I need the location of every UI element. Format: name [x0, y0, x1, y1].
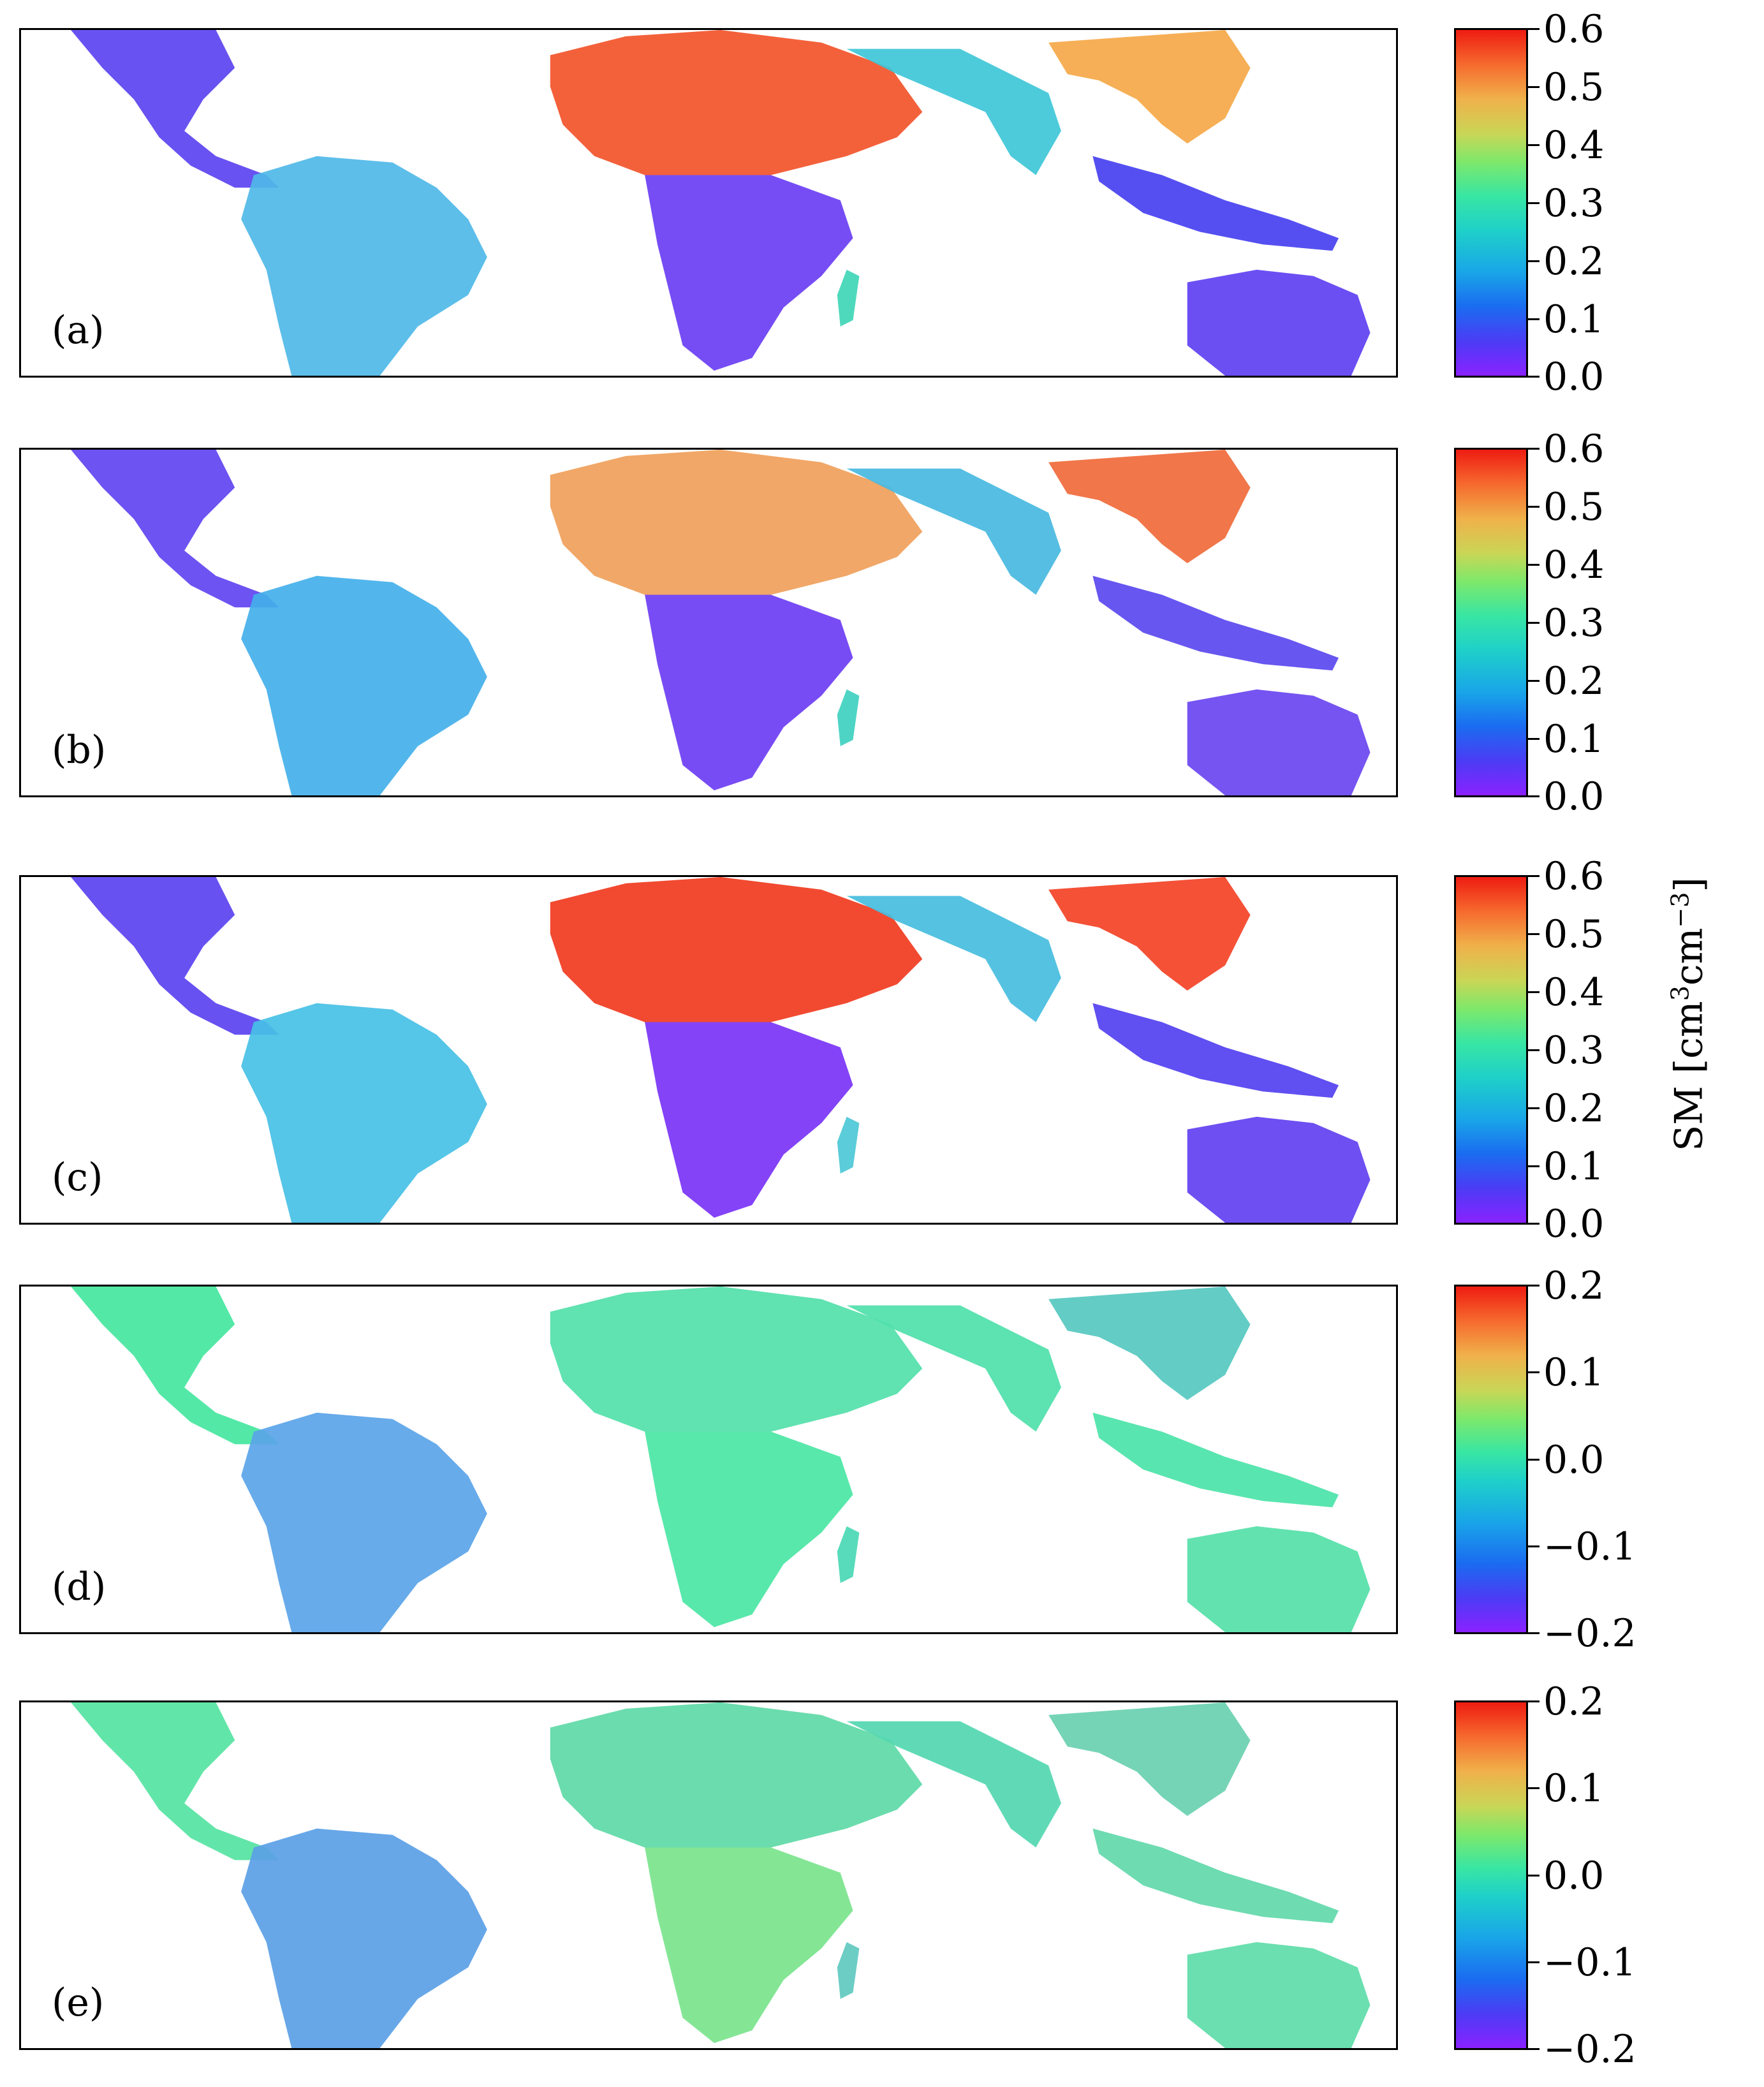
- soil-moisture-difference-map: [71, 1702, 1371, 2048]
- land-madagascar: [837, 1942, 860, 1999]
- land-africa-south: [645, 1431, 853, 1628]
- tick-label: 0.6: [1543, 427, 1605, 471]
- land-arabia-india: [846, 48, 1061, 175]
- land-africa-north: [550, 877, 923, 1022]
- land-se-asia: [1048, 1287, 1251, 1401]
- land-indonesia: [1092, 1412, 1339, 1508]
- tick-label: 0.2: [1543, 1086, 1605, 1131]
- tick-label: 0.1: [1543, 1766, 1605, 1811]
- panel-label: (d): [52, 1565, 107, 1609]
- tick-label: 0.2: [1543, 1679, 1605, 1724]
- tick-label: 0.3: [1543, 181, 1605, 226]
- land-africa-north: [550, 30, 923, 175]
- land-africa-south: [645, 594, 853, 791]
- colorbar-a: [1454, 28, 1528, 378]
- land-arabia-india: [846, 896, 1061, 1022]
- land-africa-south: [645, 1022, 853, 1218]
- land-south-america: [241, 1828, 487, 2048]
- tick-label: 0.6: [1543, 854, 1605, 899]
- land-indonesia: [1092, 156, 1339, 251]
- panel-label: (c): [52, 1155, 103, 1200]
- tick-label: 0.0: [1543, 774, 1605, 819]
- land-africa-north: [550, 450, 923, 595]
- tick-label: −0.2: [1543, 2027, 1636, 2072]
- land-se-asia: [1048, 1702, 1251, 1817]
- land-australia: [1187, 689, 1371, 795]
- tick-label: 0.4: [1543, 123, 1605, 168]
- colorbar-b: [1454, 448, 1528, 797]
- land-arabia-india: [846, 468, 1061, 595]
- land-arabia-india: [846, 1305, 1061, 1432]
- land-indonesia: [1092, 1003, 1339, 1098]
- land-se-asia: [1048, 30, 1251, 144]
- map-panel-c: (c): [19, 875, 1398, 1225]
- panel-label: (e): [52, 1980, 105, 2025]
- land-africa-north: [550, 1287, 923, 1432]
- land-indonesia: [1092, 575, 1339, 671]
- land-central-america: [71, 1702, 279, 1861]
- soil-moisture-map: [71, 877, 1371, 1223]
- tick-label: 0.3: [1543, 1028, 1605, 1073]
- tick-label: 0.2: [1543, 239, 1605, 284]
- land-se-asia: [1048, 450, 1251, 564]
- land-africa-north: [550, 1702, 923, 1848]
- tick-label: −0.2: [1543, 1611, 1636, 1656]
- land-south-america: [241, 575, 487, 795]
- colorbar-unit-label: SM [cm3cm−3]: [1666, 877, 1712, 1151]
- tick-label: 0.1: [1543, 297, 1605, 342]
- tick-label: 0.5: [1543, 485, 1605, 529]
- tick-label: 0.1: [1543, 1144, 1605, 1189]
- tick-label: 0.0: [1543, 355, 1605, 399]
- map-panel-e: (e): [19, 1700, 1398, 2050]
- panel-label: (b): [52, 728, 107, 772]
- colorbar-e: [1454, 1700, 1528, 2050]
- tick-label: −0.1: [1543, 1940, 1636, 1985]
- tick-label: 0.5: [1543, 65, 1605, 110]
- land-africa-south: [645, 1847, 853, 2044]
- land-madagascar: [837, 1116, 860, 1174]
- land-se-asia: [1048, 877, 1251, 991]
- soil-moisture-difference-map: [71, 1287, 1371, 1632]
- colorbar-d: [1454, 1285, 1528, 1634]
- tick-label: 0.2: [1543, 659, 1605, 704]
- tick-label: 0.4: [1543, 970, 1605, 1015]
- tick-label: 0.4: [1543, 543, 1605, 587]
- land-australia: [1187, 1526, 1371, 1632]
- tick-label: 0.1: [1543, 1350, 1605, 1395]
- panel-label: (a): [52, 308, 105, 353]
- land-madagascar: [837, 689, 860, 746]
- tick-label: 0.3: [1543, 601, 1605, 645]
- land-arabia-india: [846, 1721, 1061, 1848]
- land-africa-south: [645, 175, 853, 371]
- land-central-america: [71, 1287, 279, 1445]
- tick-label: 0.6: [1543, 7, 1605, 52]
- land-indonesia: [1092, 1828, 1339, 1924]
- land-australia: [1187, 1116, 1371, 1223]
- tick-label: 0.2: [1543, 1264, 1605, 1308]
- land-madagascar: [837, 1526, 860, 1583]
- tick-label: 0.0: [1543, 1202, 1605, 1246]
- tick-label: 0.5: [1543, 912, 1605, 957]
- tick-label: 0.0: [1543, 1854, 1605, 1898]
- map-panel-b: (b): [19, 448, 1398, 797]
- tick-label: 0.0: [1543, 1438, 1605, 1482]
- land-central-america: [71, 30, 279, 188]
- colorbar-c: [1454, 875, 1528, 1225]
- map-panel-d: (d): [19, 1285, 1398, 1634]
- land-australia: [1187, 1942, 1371, 2048]
- tick-label: −0.1: [1543, 1524, 1636, 1569]
- land-south-america: [241, 156, 487, 376]
- tick-label: 0.1: [1543, 717, 1605, 762]
- land-australia: [1187, 269, 1371, 376]
- land-central-america: [71, 877, 279, 1035]
- land-central-america: [71, 450, 279, 608]
- land-south-america: [241, 1003, 487, 1223]
- soil-moisture-map: [71, 30, 1371, 376]
- map-panel-a: (a): [19, 28, 1398, 378]
- land-madagascar: [837, 269, 860, 327]
- land-south-america: [241, 1412, 487, 1632]
- soil-moisture-map: [71, 450, 1371, 795]
